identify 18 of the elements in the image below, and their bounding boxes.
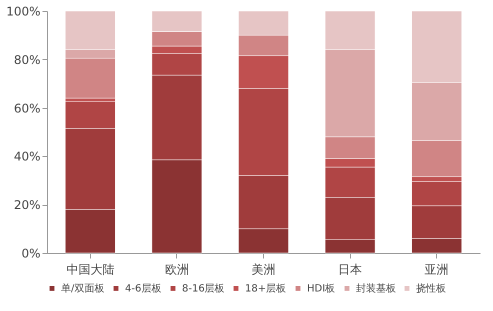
- y-tick-label: 100%: [6, 4, 40, 18]
- legend-label: 挠性板: [416, 282, 446, 294]
- y-tick-label: 0%: [21, 246, 40, 260]
- x-tick-label: 中国大陆: [66, 262, 114, 276]
- y-tick-label: 20%: [14, 198, 40, 212]
- x-tick-label: 欧洲: [164, 262, 189, 276]
- legend-label: 4-6层板: [125, 282, 162, 294]
- y-tick-label: 80%: [14, 52, 40, 67]
- legend-label: 封装基板: [356, 282, 396, 294]
- y-tick-label: 40%: [14, 150, 40, 164]
- y-tick-label: 60%: [14, 101, 40, 116]
- legend-label: 8-16层板: [182, 282, 225, 294]
- x-tick-label: 美洲: [252, 262, 276, 276]
- legend-label: 单/双面板: [61, 282, 104, 294]
- x-tick-label: 日本: [338, 262, 362, 276]
- legend-label: 18+层板: [245, 282, 286, 294]
- legend-label: HDI板: [307, 282, 336, 294]
- x-tick-label: 亚洲: [424, 262, 449, 276]
